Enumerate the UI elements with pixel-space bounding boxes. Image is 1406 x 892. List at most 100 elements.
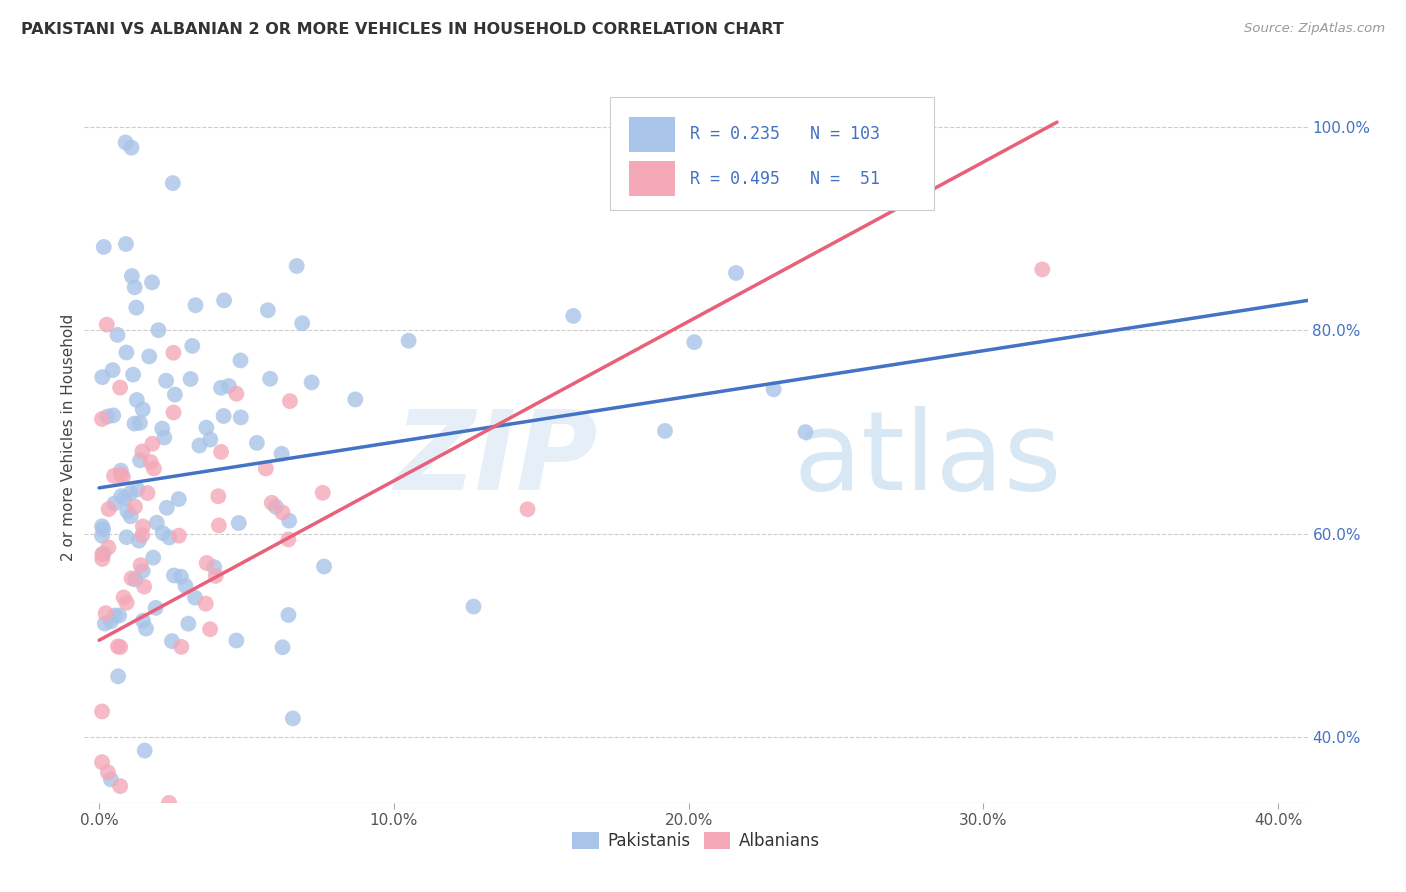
Point — [120, 509, 142, 524]
Point — [724, 266, 747, 280]
Point — [115, 596, 138, 610]
Point — [398, 334, 420, 348]
Point — [148, 323, 170, 337]
Point — [93, 240, 115, 254]
Bar — [628, 161, 675, 195]
Point — [228, 516, 250, 530]
Y-axis label: 2 or more Vehicles in Household: 2 or more Vehicles in Household — [60, 313, 76, 561]
Point — [516, 502, 538, 516]
Point — [110, 467, 132, 482]
Point — [260, 496, 283, 510]
Bar — [628, 117, 675, 152]
Point — [121, 268, 143, 283]
Point — [94, 616, 117, 631]
Point — [101, 363, 124, 377]
Point — [194, 597, 217, 611]
Point — [163, 387, 186, 401]
Point — [285, 259, 308, 273]
Point — [291, 316, 314, 330]
Point — [188, 438, 211, 452]
Point — [195, 556, 218, 570]
Point — [177, 616, 200, 631]
Point — [131, 444, 153, 458]
Point — [111, 469, 134, 483]
Point — [132, 402, 155, 417]
Point — [150, 421, 173, 435]
Point — [104, 608, 127, 623]
Point — [212, 409, 235, 423]
Point — [120, 141, 142, 155]
Point — [152, 526, 174, 541]
Point — [91, 755, 114, 769]
Point — [162, 345, 184, 359]
Point — [256, 303, 278, 318]
Point — [120, 486, 142, 500]
Text: Source: ZipAtlas.com: Source: ZipAtlas.com — [1244, 22, 1385, 36]
Point — [110, 464, 132, 478]
Point — [93, 547, 115, 561]
Point — [218, 379, 240, 393]
Point — [157, 796, 180, 810]
Point — [204, 569, 226, 583]
Text: atlas: atlas — [794, 406, 1063, 513]
Point — [157, 531, 180, 545]
Point — [132, 614, 155, 628]
Point — [160, 634, 183, 648]
Point — [281, 711, 304, 725]
Point — [225, 386, 247, 401]
Point — [131, 528, 153, 542]
Point — [200, 433, 222, 447]
Point — [129, 416, 152, 430]
Point — [209, 445, 232, 459]
Point — [683, 335, 706, 350]
Point — [184, 298, 207, 312]
Point — [124, 417, 146, 431]
Point — [124, 280, 146, 294]
Point — [132, 519, 155, 533]
Point — [794, 425, 817, 439]
Point — [115, 345, 138, 359]
Point — [103, 409, 125, 423]
Point — [723, 100, 745, 114]
Point — [195, 420, 218, 434]
Point — [91, 529, 114, 543]
Point — [122, 368, 145, 382]
Point — [208, 518, 231, 533]
Point — [91, 412, 114, 426]
Point — [107, 669, 129, 683]
Point — [207, 489, 229, 503]
Point — [156, 500, 179, 515]
Point — [562, 309, 585, 323]
Point — [180, 372, 202, 386]
Point — [100, 615, 122, 629]
Point — [246, 436, 269, 450]
Point — [202, 560, 225, 574]
Point — [146, 516, 169, 530]
Point — [107, 327, 129, 342]
Text: R = 0.495   N =  51: R = 0.495 N = 51 — [690, 169, 880, 188]
Text: ZIP: ZIP — [395, 406, 598, 513]
Point — [96, 318, 118, 332]
Point — [301, 376, 323, 390]
Point — [115, 237, 138, 252]
Point — [142, 461, 165, 475]
Point — [162, 405, 184, 419]
Point — [270, 447, 292, 461]
Point — [108, 381, 131, 395]
Point — [91, 519, 114, 533]
Point — [112, 591, 135, 605]
Point — [94, 606, 117, 620]
Point — [132, 564, 155, 578]
Point — [114, 136, 136, 150]
Point — [278, 514, 301, 528]
Point — [100, 772, 122, 787]
Point — [134, 743, 156, 757]
Point — [129, 558, 152, 573]
Point — [181, 339, 204, 353]
Point — [264, 500, 287, 514]
Point — [134, 580, 156, 594]
Point — [129, 453, 152, 467]
Point — [167, 528, 190, 542]
Point — [124, 500, 146, 514]
Point — [96, 409, 118, 424]
